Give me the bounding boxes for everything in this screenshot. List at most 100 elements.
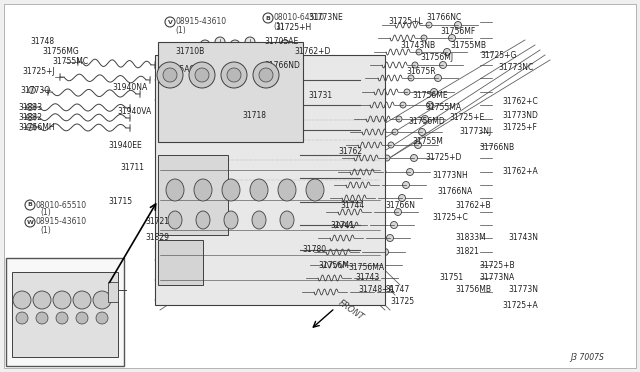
Circle shape — [53, 291, 71, 309]
Text: 31725+E: 31725+E — [449, 113, 484, 122]
Text: 31821: 31821 — [455, 247, 479, 257]
Circle shape — [13, 291, 31, 309]
Circle shape — [344, 289, 350, 295]
Text: (1): (1) — [40, 225, 51, 234]
Text: 31725+L: 31725+L — [388, 17, 423, 26]
Text: 31762+B: 31762+B — [455, 201, 491, 209]
Circle shape — [16, 312, 28, 324]
Circle shape — [357, 175, 363, 181]
Text: 31766NC: 31766NC — [426, 13, 461, 22]
Text: 31762+A: 31762+A — [502, 167, 538, 176]
Circle shape — [33, 291, 51, 309]
Text: 31725+C: 31725+C — [432, 214, 468, 222]
Circle shape — [265, 43, 275, 53]
Circle shape — [259, 68, 273, 82]
Text: 31725+F: 31725+F — [502, 124, 537, 132]
Circle shape — [431, 89, 438, 96]
Circle shape — [25, 200, 35, 210]
Circle shape — [388, 142, 394, 148]
Text: B: B — [28, 202, 33, 208]
Circle shape — [26, 124, 33, 131]
Text: 31751: 31751 — [439, 273, 463, 282]
Circle shape — [410, 154, 417, 161]
Text: 31762+D: 31762+D — [294, 48, 330, 57]
Text: 31756MD: 31756MD — [408, 118, 445, 126]
Circle shape — [245, 37, 255, 47]
Bar — [155, 55, 385, 305]
Text: 31773NA: 31773NA — [479, 273, 515, 282]
Text: 31940EE: 31940EE — [108, 141, 141, 150]
Circle shape — [435, 74, 442, 81]
Circle shape — [93, 291, 111, 309]
Circle shape — [390, 221, 397, 228]
Circle shape — [165, 17, 175, 27]
Text: 31762: 31762 — [338, 148, 362, 157]
Circle shape — [381, 248, 388, 256]
Circle shape — [157, 62, 183, 88]
Text: 08010-65510: 08010-65510 — [36, 201, 87, 209]
Circle shape — [376, 182, 382, 188]
Text: 31725+H: 31725+H — [275, 23, 311, 32]
Circle shape — [422, 115, 429, 122]
Text: (1): (1) — [40, 208, 51, 218]
Circle shape — [394, 208, 401, 215]
Ellipse shape — [306, 179, 324, 201]
Text: 31747: 31747 — [385, 285, 409, 295]
Text: 31718: 31718 — [242, 110, 266, 119]
Text: 08915-43610: 08915-43610 — [36, 218, 87, 227]
Circle shape — [76, 312, 88, 324]
Circle shape — [400, 102, 406, 108]
Circle shape — [227, 68, 241, 82]
Circle shape — [396, 116, 402, 122]
Circle shape — [408, 75, 414, 81]
Circle shape — [357, 102, 363, 108]
Text: 31725+D: 31725+D — [425, 154, 461, 163]
Circle shape — [352, 262, 358, 268]
Circle shape — [263, 13, 273, 23]
Text: 31675R: 31675R — [406, 67, 436, 77]
Text: 31766NB: 31766NB — [479, 144, 514, 153]
Bar — [6, 258, 124, 366]
Circle shape — [29, 87, 35, 93]
Text: J3 7007S: J3 7007S — [570, 353, 604, 362]
Text: 31710B: 31710B — [175, 48, 204, 57]
Text: 31829: 31829 — [145, 234, 169, 243]
Text: 31773NE: 31773NE — [308, 13, 343, 22]
Text: 31940NA: 31940NA — [112, 83, 147, 93]
Text: 31731: 31731 — [308, 90, 332, 99]
Circle shape — [357, 152, 363, 158]
Circle shape — [368, 209, 374, 215]
Bar — [108, 282, 118, 302]
Text: 31766NA: 31766NA — [437, 187, 472, 196]
Text: 31743NB: 31743NB — [400, 41, 435, 49]
Circle shape — [371, 289, 378, 295]
Text: 31744: 31744 — [340, 201, 364, 209]
Circle shape — [444, 48, 451, 55]
Text: 31715: 31715 — [108, 198, 132, 206]
Circle shape — [412, 62, 418, 68]
Text: 31756M: 31756M — [318, 260, 349, 269]
Circle shape — [221, 62, 247, 88]
Circle shape — [215, 37, 225, 47]
Ellipse shape — [222, 179, 240, 201]
Text: 31773Q: 31773Q — [20, 86, 50, 94]
Text: 31721: 31721 — [145, 218, 169, 227]
Circle shape — [357, 77, 363, 83]
Circle shape — [163, 68, 177, 82]
Circle shape — [387, 234, 394, 241]
Text: 31705AC: 31705AC — [160, 65, 195, 74]
Ellipse shape — [166, 179, 184, 201]
Text: 31773NC: 31773NC — [498, 64, 533, 73]
Ellipse shape — [252, 211, 266, 229]
Circle shape — [230, 40, 240, 50]
Circle shape — [384, 155, 390, 161]
Ellipse shape — [250, 179, 268, 201]
Text: 31743: 31743 — [355, 273, 380, 282]
Text: 31756MF: 31756MF — [440, 28, 476, 36]
Circle shape — [416, 49, 422, 55]
Text: 31773NH: 31773NH — [432, 170, 468, 180]
Text: 31756MG: 31756MG — [42, 48, 79, 57]
Text: 31743N: 31743N — [508, 234, 538, 243]
Bar — [158, 155, 228, 235]
Text: 31833: 31833 — [18, 103, 42, 112]
